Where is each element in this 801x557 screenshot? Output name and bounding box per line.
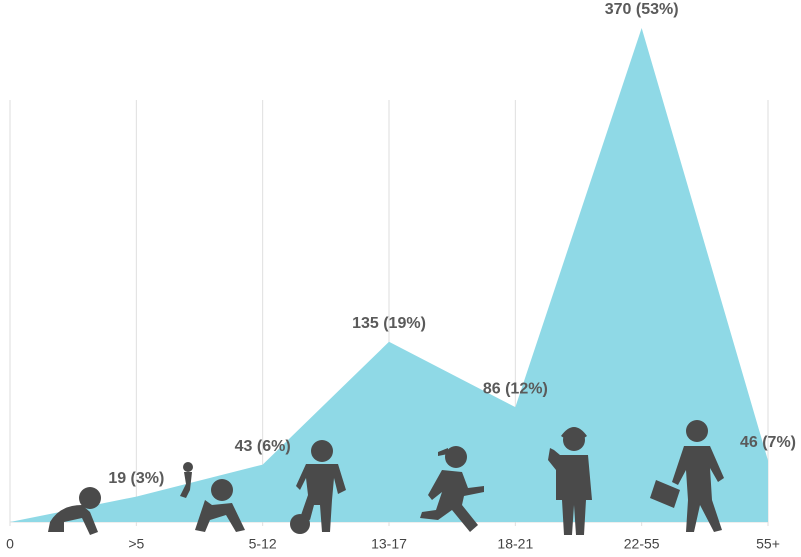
figure-boy [290,440,346,534]
figure-child [180,462,245,532]
x-tick-label: 18-21 [497,536,533,552]
data-label: 135 (19%) [352,315,426,332]
area [10,28,768,522]
labels: 0 >5 5-12 13-17 18-21 22-55 55+ 19 (3%) 43 (6%) 1… [6,1,796,551]
data-label: 19 (3%) [108,470,164,487]
x-tick-label: 13-17 [371,536,407,552]
area-layer [10,28,768,522]
x-tick-label: 22-55 [624,536,660,552]
x-tick-label: 5-12 [249,536,277,552]
figures [48,420,724,535]
data-label: 370 (53%) [605,1,679,18]
x-tick-label: 0 [6,536,14,552]
x-tick-label: 55+ [756,536,780,552]
figure-teen [420,446,484,532]
figure-baby [48,487,101,535]
figure-headphones [548,427,592,535]
data-label: 86 (12%) [483,380,548,397]
data-label: 46 (7%) [740,434,796,451]
x-tick-label: >5 [128,536,144,552]
figure-businessman [650,420,724,532]
data-label: 43 (6%) [235,438,291,455]
